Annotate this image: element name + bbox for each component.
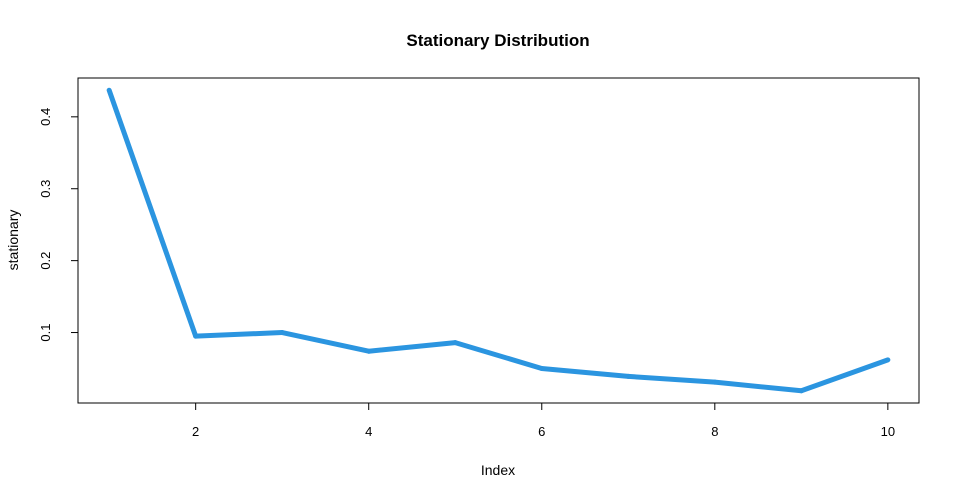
series-line-segment: [193, 330, 285, 339]
series-line-segment: [625, 373, 718, 385]
series-line-segment: [366, 340, 458, 354]
y-axis-label: stationary: [5, 210, 21, 271]
x-tick-label: 8: [711, 424, 718, 439]
series-line-segment: [106, 87, 199, 339]
series-line-segment: [798, 357, 891, 394]
x-tick-label: 6: [538, 424, 545, 439]
x-tick-label: 2: [192, 424, 199, 439]
series-layer: [106, 87, 891, 394]
x-axis: 2 4 6 8 10: [192, 402, 895, 439]
series-line-segment: [539, 365, 631, 379]
y-tick-label: 0.3: [38, 180, 53, 198]
series-line-segment: [279, 330, 372, 354]
x-axis-label: Index: [481, 462, 515, 478]
chart-title: Stationary Distribution: [406, 31, 589, 50]
series-line-segment: [712, 379, 804, 394]
y-tick-label: 0.4: [38, 108, 53, 126]
series-line-segment: [452, 340, 545, 371]
y-tick-label: 0.1: [38, 323, 53, 341]
y-axis: 0.1 0.2 0.3 0.4: [38, 108, 79, 342]
y-tick-label: 0.2: [38, 252, 53, 270]
x-tick-label: 10: [881, 424, 895, 439]
x-tick-label: 4: [365, 424, 372, 439]
